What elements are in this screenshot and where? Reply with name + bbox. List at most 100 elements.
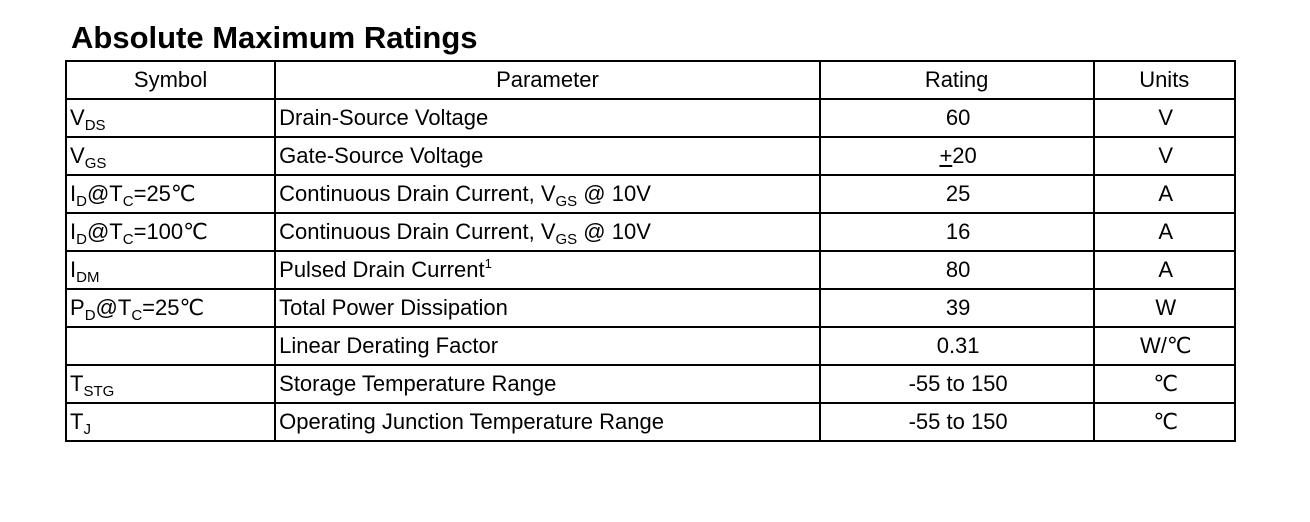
units-cell: A	[1092, 174, 1237, 214]
parameter-cell: Storage Temperature Range	[274, 364, 821, 404]
parameter-text: Storage Temperature Range	[279, 371, 557, 396]
symbol-condition-subscript: C	[122, 231, 134, 248]
units-cell: ℃	[1092, 364, 1237, 404]
symbol-subscript: J	[83, 421, 91, 438]
rating-value: 20	[952, 143, 977, 168]
units-cell: W	[1092, 288, 1237, 328]
parameter-text: Pulsed Drain Current	[279, 257, 485, 282]
symbol-condition-value: =25℃	[142, 295, 205, 320]
parameter-text: Linear Derating Factor	[279, 333, 499, 358]
parameter-cell: Drain-Source Voltage	[274, 98, 821, 138]
rating-value: -55 to 150	[908, 409, 1008, 434]
symbol-main: I	[70, 181, 77, 206]
rating-cell: -55 to 150	[818, 402, 1095, 442]
symbol-subscript: STG	[83, 383, 115, 400]
table-row: ID@TC=100℃ Continuous Drain Current, VGS …	[64, 212, 1237, 252]
symbol-condition: @T	[95, 295, 132, 320]
units-cell: A	[1092, 250, 1237, 290]
parameter-text: Drain-Source Voltage	[279, 105, 489, 130]
table-row: PD@TC=25℃ Total Power Dissipation 39 W	[64, 288, 1237, 328]
table-row: TJ Operating Junction Temperature Range -5…	[64, 402, 1237, 442]
rating-cell: 25	[818, 174, 1095, 214]
rating-cell: 16	[818, 212, 1095, 252]
footnote-marker: 1	[484, 256, 492, 271]
parameter-text: Continuous Drain Current, V	[279, 219, 556, 244]
parameter-cell: Operating Junction Temperature Range	[274, 402, 821, 442]
table-row: VDS Drain-Source Voltage 60 V	[64, 98, 1237, 138]
rating-cell: 60	[818, 98, 1095, 138]
symbol-main: T	[70, 409, 84, 434]
parameter-cell: Continuous Drain Current, VGS @ 10V	[274, 212, 821, 252]
page-title: Absolute Maximum Ratings	[71, 20, 478, 55]
rating-value: 25	[945, 181, 971, 206]
symbol-condition-value: =25℃	[133, 181, 196, 206]
parameter-cell: Gate-Source Voltage	[274, 136, 821, 176]
table-row: IDM Pulsed Drain Current1 80 A	[64, 250, 1237, 290]
symbol-cell: VGS	[64, 136, 277, 176]
symbol-subscript: DM	[76, 269, 100, 286]
symbol-cell: IDM	[64, 250, 277, 290]
rating-value: 16	[945, 219, 971, 244]
rating-cell: 0.31	[818, 326, 1095, 366]
ratings-table: Symbol Parameter Rating Units VDS Drain-S…	[64, 60, 1237, 442]
symbol-cell: TSTG	[64, 364, 277, 404]
rating-cell: 39	[818, 288, 1095, 328]
rating-value: 80	[945, 257, 971, 282]
rating-cell: 80	[818, 250, 1095, 290]
symbol-condition-subscript: C	[122, 193, 134, 210]
symbol-main: V	[70, 143, 85, 168]
parameter-cell: Continuous Drain Current, VGS @ 10V	[274, 174, 821, 214]
symbol-main: P	[70, 295, 85, 320]
table-row: TSTG Storage Temperature Range -55 to 150 ℃	[64, 364, 1237, 404]
table-row: Linear Derating Factor 0.31 W/℃	[64, 326, 1237, 366]
parameter-cell: Total Power Dissipation	[274, 288, 821, 328]
rating-value: 60	[945, 105, 971, 130]
rating-value: -55 to 150	[908, 371, 1008, 396]
symbol-subscript: GS	[84, 155, 107, 172]
parameter-text: Gate-Source Voltage	[279, 143, 484, 168]
units-cell: V	[1092, 98, 1237, 138]
parameter-text: Total Power Dissipation	[279, 295, 508, 320]
rating-value: 39	[945, 295, 971, 320]
symbol-condition: @T	[86, 181, 123, 206]
parameter-header: Parameter	[274, 60, 821, 100]
symbol-cell	[64, 326, 277, 366]
symbol-cell: PD@TC=25℃	[64, 288, 277, 328]
units-cell: V	[1092, 136, 1237, 176]
symbol-header: Symbol	[64, 60, 277, 100]
parameter-text: Continuous Drain Current, V	[279, 181, 556, 206]
header-row: Symbol Parameter Rating Units	[64, 60, 1237, 100]
symbol-cell: ID@TC=25℃	[64, 174, 277, 214]
parameter-subscript: GS	[555, 193, 578, 210]
parameter-subscript: GS	[555, 231, 578, 248]
units-cell: W/℃	[1092, 326, 1237, 366]
parameter-tail: @ 10V	[577, 219, 651, 244]
symbol-subscript: DS	[84, 117, 106, 134]
units-cell: ℃	[1092, 402, 1237, 442]
symbol-cell: ID@TC=100℃	[64, 212, 277, 252]
rating-prefix: +	[939, 143, 953, 168]
symbol-main: V	[70, 105, 85, 130]
table-row: VGS Gate-Source Voltage +20 V	[64, 136, 1237, 176]
symbol-condition-subscript: C	[131, 307, 143, 324]
symbol-cell: VDS	[64, 98, 277, 138]
symbol-main: I	[70, 257, 77, 282]
symbol-subscript: D	[76, 193, 87, 210]
symbol-main: I	[70, 219, 77, 244]
symbol-subscript: D	[84, 307, 96, 324]
symbol-cell: TJ	[64, 402, 277, 442]
symbol-condition: @T	[86, 219, 123, 244]
symbol-main: T	[70, 371, 84, 396]
parameter-cell: Pulsed Drain Current1	[274, 250, 821, 290]
rating-cell: -55 to 150	[818, 364, 1095, 404]
parameter-cell: Linear Derating Factor	[274, 326, 821, 366]
parameter-text: Operating Junction Temperature Range	[279, 409, 664, 434]
units-cell: A	[1092, 212, 1237, 252]
units-header: Units	[1092, 60, 1237, 100]
table-row: ID@TC=25℃ Continuous Drain Current, VGS @…	[64, 174, 1237, 214]
symbol-condition-value: =100℃	[133, 219, 208, 244]
symbol-subscript: D	[76, 231, 87, 248]
parameter-tail: @ 10V	[577, 181, 651, 206]
rating-cell: +20	[818, 136, 1095, 176]
rating-header: Rating	[818, 60, 1095, 100]
